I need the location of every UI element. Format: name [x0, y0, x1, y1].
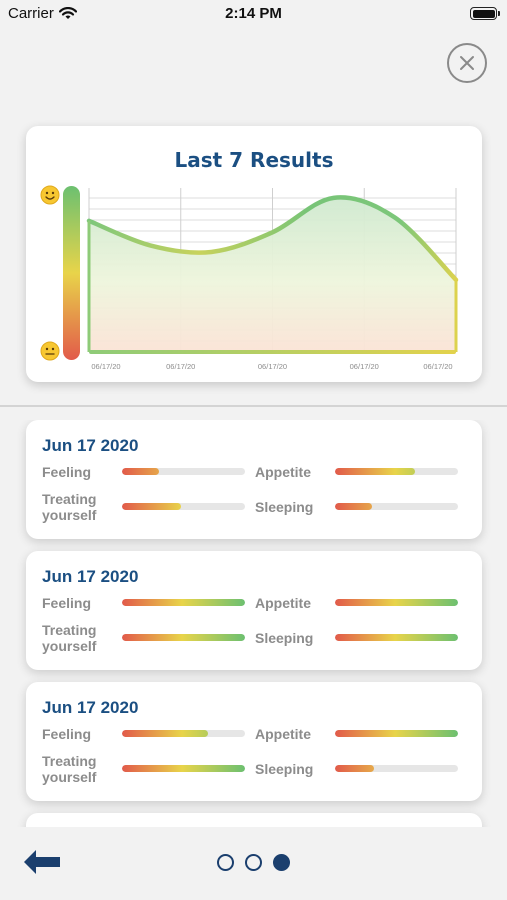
feeling-bar-fill: [122, 468, 159, 475]
chart-line: [86, 195, 459, 283]
entry-date: Jun 17 2020: [42, 436, 139, 455]
feeling-label: Feeling: [42, 595, 92, 611]
appetite-bar: [335, 730, 458, 737]
page-dot[interactable]: [245, 854, 262, 871]
feeling-bar: [122, 468, 245, 475]
close-button[interactable]: [447, 43, 487, 83]
treating-yourself-label: Treating yourself: [42, 491, 97, 523]
entry-date: Jun 17 2020: [42, 698, 139, 717]
appetite-bar-fill: [335, 468, 415, 475]
feeling-label: Feeling: [42, 464, 92, 480]
treating-yourself-bar: [122, 503, 245, 510]
chart-baseline: [89, 350, 456, 354]
bottom-bar: [0, 827, 507, 900]
x-tick-label: 06/17/20: [166, 362, 195, 371]
page-indicator: [217, 854, 290, 871]
x-tick-label: 06/17/20: [350, 362, 379, 371]
appetite-bar: [335, 468, 458, 475]
treating-yourself-bar-fill: [122, 634, 245, 641]
appetite-label: Appetite: [255, 595, 311, 611]
appetite-label: Appetite: [255, 726, 311, 742]
status-bar: Carrier 2:14 PM: [0, 0, 507, 28]
feeling-bar: [122, 599, 245, 606]
results-list[interactable]: Jun 17 2020 Feeling Appetite Treating yo…: [0, 420, 507, 827]
feeling-bar-fill: [122, 599, 245, 606]
sleeping-bar-fill: [335, 765, 375, 772]
appetite-bar-fill: [335, 599, 458, 606]
chart-area: [89, 197, 456, 352]
feeling-label: Feeling: [42, 726, 92, 742]
happy-face-icon: [40, 185, 60, 205]
x-tick-label: 06/17/20: [91, 362, 120, 371]
carrier-label: Carrier: [8, 5, 54, 22]
carrier-group: Carrier: [8, 5, 77, 22]
chart-title: Last 7 Results: [174, 148, 334, 172]
sleeping-bar: [335, 765, 458, 772]
appetite-label: Appetite: [255, 464, 311, 480]
treating-yourself-bar: [122, 765, 245, 772]
back-button[interactable]: [22, 848, 62, 881]
sleeping-label: Sleeping: [255, 630, 314, 646]
results-chart-card: Last 7 Results: [26, 126, 482, 382]
feeling-bar-fill: [122, 730, 209, 737]
sleeping-label: Sleeping: [255, 499, 314, 515]
entry-date: Jun 17 2020: [42, 567, 139, 586]
neutral-face-icon: [40, 341, 60, 361]
page-dot[interactable]: [217, 854, 234, 871]
close-icon: [460, 56, 474, 70]
result-entry-partial[interactable]: [26, 813, 482, 827]
x-tick-label: 06/17/20: [258, 362, 287, 371]
result-entry[interactable]: Jun 17 2020 Feeling Appetite Treating yo…: [26, 420, 482, 539]
appetite-bar-fill: [335, 730, 458, 737]
sleeping-label: Sleeping: [255, 761, 314, 777]
treating-yourself-label: Treating yourself: [42, 622, 97, 654]
treating-yourself-bar-fill: [122, 503, 182, 510]
appetite-bar: [335, 599, 458, 606]
sleeping-bar: [335, 503, 458, 510]
results-chart: 06/17/20 06/17/20 06/17/20 06/17/20 06/17/20: [40, 185, 459, 371]
section-divider: [0, 405, 507, 407]
sleeping-bar: [335, 634, 458, 641]
x-axis-labels: 06/17/20 06/17/20 06/17/20 06/17/20 06/17/20: [91, 362, 452, 371]
battery-icon: [470, 7, 500, 20]
sleeping-bar-fill: [335, 634, 458, 641]
treating-yourself-label: Treating yourself: [42, 753, 97, 785]
page-dot-active[interactable]: [273, 854, 290, 871]
x-tick-label: 06/17/20: [423, 362, 452, 371]
status-time: 2:14 PM: [225, 5, 282, 22]
feeling-bar: [122, 730, 245, 737]
treating-yourself-bar: [122, 634, 245, 641]
treating-yourself-bar-fill: [122, 765, 245, 772]
sleeping-bar-fill: [335, 503, 372, 510]
result-entry[interactable]: Jun 17 2020 Feeling Appetite Treating yo…: [26, 682, 482, 801]
wifi-icon: [58, 7, 77, 19]
result-entry[interactable]: Jun 17 2020 Feeling Appetite Treating yo…: [26, 551, 482, 670]
mood-scale-bar: [63, 186, 80, 360]
back-arrow-icon: [24, 850, 60, 874]
